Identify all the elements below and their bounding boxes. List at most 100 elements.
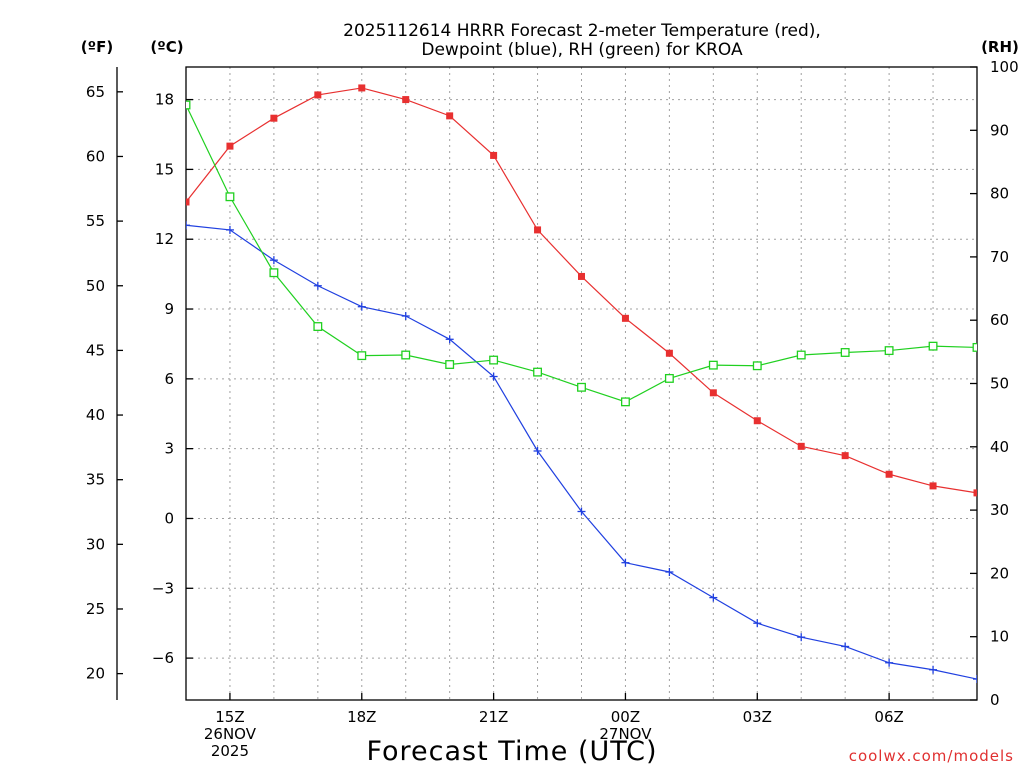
x-tick-label: 03Z <box>743 708 772 726</box>
fahrenheit-tick-label: 55 <box>86 212 105 230</box>
x-tick-label: 15Z <box>215 708 244 726</box>
x-tick-label: 2025 <box>211 742 249 760</box>
data-series <box>186 84 977 684</box>
rh-marker <box>972 342 977 352</box>
series-rh <box>186 100 977 407</box>
temperature-marker <box>402 96 410 104</box>
x-tick-label: 00Z <box>611 708 640 726</box>
temperature-marker <box>314 91 322 99</box>
temperature-marker <box>490 151 498 159</box>
temperature-marker <box>446 112 454 120</box>
rh-tick-label: 20 <box>990 564 1009 582</box>
dewpoint-marker <box>885 658 894 667</box>
rh-marker <box>577 382 586 392</box>
celsius-tick-label: 6 <box>164 370 174 388</box>
dewpoint-marker <box>621 558 630 567</box>
celsius-tick-label: −6 <box>152 649 174 667</box>
fahrenheit-unit-label: (ºF) <box>81 38 113 56</box>
x-tick-label: 18Z <box>347 708 376 726</box>
rh-marker <box>664 373 674 383</box>
rh-tick-label: 30 <box>990 501 1009 519</box>
rh-marker <box>840 348 850 357</box>
x-tick-label: 27NOV <box>599 725 652 743</box>
dewpoint-marker <box>357 302 366 311</box>
series-dewpoint <box>186 221 977 684</box>
tick-labels: 1815129630−3−665605550454035302520100908… <box>86 58 1019 760</box>
x-axis-title: Forecast Time (UTC) <box>366 736 657 767</box>
rh-tick-label: 70 <box>990 248 1009 266</box>
temperature-marker <box>186 198 190 206</box>
celsius-tick-label: 0 <box>164 509 174 527</box>
rh-marker <box>225 192 235 202</box>
dewpoint-marker <box>709 593 718 602</box>
celsius-tick-label: 15 <box>155 160 174 178</box>
fahrenheit-tick-label: 50 <box>86 277 105 295</box>
fahrenheit-tick-label: 35 <box>86 471 105 489</box>
rh-marker <box>752 361 762 371</box>
rh-tick-label: 10 <box>990 628 1009 646</box>
celsius-tick-label: 3 <box>164 440 174 458</box>
dewpoint-marker <box>186 221 190 230</box>
rh-tick-label: 50 <box>990 375 1009 393</box>
temperature-marker <box>973 489 977 497</box>
dewpoint-marker <box>929 665 938 674</box>
dewpoint-marker <box>841 642 850 651</box>
fahrenheit-tick-label: 30 <box>86 535 105 553</box>
temperature-marker <box>709 389 717 397</box>
x-tick-label: 26NOV <box>204 725 257 743</box>
rh-tick-label: 90 <box>990 121 1009 139</box>
dewpoint-marker <box>533 446 542 455</box>
dewpoint-marker <box>577 507 586 516</box>
dewpoint-marker <box>401 312 410 321</box>
temperature-marker <box>753 417 761 425</box>
fahrenheit-tick-label: 60 <box>86 147 105 165</box>
rh-tick-label: 0 <box>990 691 1000 709</box>
dewpoint-marker <box>489 372 498 381</box>
rh-marker <box>401 350 411 360</box>
temperature-marker <box>358 84 366 92</box>
dewpoint-marker <box>225 225 234 234</box>
rh-marker <box>928 341 938 351</box>
rh-marker <box>884 346 894 356</box>
source-credit: coolwx.com/models <box>849 747 1014 765</box>
rh-unit-label: (RH) <box>981 38 1019 56</box>
celsius-tick-label: 18 <box>155 91 174 109</box>
temperature-marker <box>621 314 629 322</box>
fahrenheit-tick-label: 45 <box>86 341 105 359</box>
temperature-marker <box>226 142 234 150</box>
rh-marker <box>357 351 367 361</box>
fahrenheit-tick-label: 40 <box>86 406 105 424</box>
temperature-marker <box>841 452 849 460</box>
dewpoint-marker <box>665 568 674 577</box>
rh-marker <box>269 268 279 278</box>
chart-title-line-2: Dewpoint (blue), RH (green) for KROA <box>421 40 743 60</box>
dewpoint-marker <box>753 619 762 628</box>
axes <box>116 66 978 701</box>
rh-tick-label: 60 <box>990 311 1009 329</box>
chart-title-line-1: 2025112614 HRRR Forecast 2-meter Tempera… <box>343 21 821 41</box>
dewpoint-marker <box>313 281 322 290</box>
temperature-marker <box>534 226 542 234</box>
dewpoint-marker <box>797 633 806 642</box>
rh-marker <box>313 322 323 331</box>
x-tick-label: 06Z <box>874 708 903 726</box>
fahrenheit-tick-label: 25 <box>86 600 105 618</box>
dewpoint-marker <box>445 335 454 344</box>
rh-marker <box>445 360 455 369</box>
rh-marker <box>533 367 543 377</box>
temperature-marker <box>270 114 278 122</box>
temperature-marker <box>797 442 805 450</box>
celsius-unit-label: (ºC) <box>150 38 183 56</box>
temperature-marker <box>665 349 673 357</box>
rh-marker <box>708 360 718 370</box>
fahrenheit-tick-label: 65 <box>86 83 105 101</box>
celsius-tick-label: −3 <box>152 579 174 597</box>
dewpoint-marker <box>269 256 278 265</box>
rh-marker <box>489 355 499 365</box>
x-tick-label: 21Z <box>479 708 508 726</box>
rh-tick-label: 80 <box>990 185 1009 203</box>
temperature-marker <box>929 482 937 490</box>
temperature-marker <box>885 470 893 478</box>
dewpoint-marker <box>973 675 977 684</box>
